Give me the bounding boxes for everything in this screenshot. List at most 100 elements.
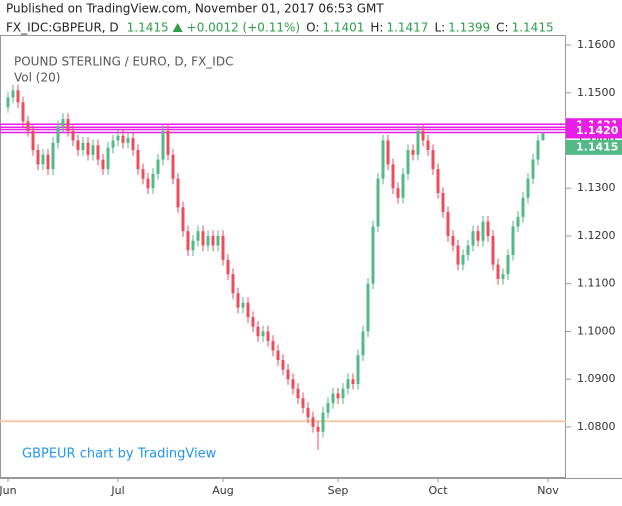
candle-body <box>246 302 250 318</box>
candle-body <box>316 426 320 432</box>
candle-body <box>36 150 40 165</box>
symbol: FX_IDC:GBPEUR, D <box>6 21 119 35</box>
candle-body <box>446 212 450 236</box>
candle-body <box>51 142 55 170</box>
candle-body <box>281 360 285 370</box>
candle-body <box>506 255 510 275</box>
candle-body <box>461 255 465 265</box>
published-note: Published on TradingView.com, November 0… <box>6 2 384 16</box>
y-tick-label: 1.0900 <box>577 372 616 385</box>
candle-body <box>296 388 300 399</box>
change: +0.0012 (+0.11%) <box>187 21 300 35</box>
candle-body <box>11 90 15 98</box>
candle-body <box>451 235 455 246</box>
candle-body <box>266 331 270 341</box>
level-label-box <box>566 123 622 139</box>
candle-body <box>486 221 490 236</box>
candle-body <box>116 135 120 141</box>
candle-body <box>81 142 85 151</box>
candle-body <box>196 231 200 241</box>
candle-body <box>201 231 205 246</box>
watermark: GBPEUR chart by TradingView <box>22 447 217 462</box>
x-tick-label: Jun <box>0 484 17 497</box>
candle-body <box>471 231 475 246</box>
candle-body <box>191 240 195 251</box>
candle-body <box>26 121 30 131</box>
ohlc-label: H: <box>370 21 383 35</box>
candle-body <box>341 388 345 399</box>
candle-body <box>481 221 485 241</box>
candle-body <box>411 150 415 155</box>
candle-body <box>141 169 145 179</box>
candle-body <box>496 264 500 279</box>
candle-body <box>66 119 70 131</box>
candle-body <box>311 417 315 427</box>
candle-body <box>301 398 305 408</box>
candle-body <box>216 235 220 246</box>
candle-body <box>476 231 480 241</box>
candle-body <box>521 197 525 217</box>
candle-body <box>501 274 505 279</box>
candle-body <box>226 259 230 275</box>
candle-body <box>121 135 125 143</box>
candle-body <box>176 178 180 208</box>
candle-body <box>426 140 430 151</box>
y-tick-label: 1.1000 <box>577 324 616 337</box>
candle-body <box>391 164 395 189</box>
y-tick-label: 1.1500 <box>577 86 616 99</box>
candle-body <box>56 126 60 143</box>
up-arrow <box>172 23 183 32</box>
candle-body <box>421 130 425 141</box>
ohlc-label: O: <box>306 21 319 35</box>
x-tick-label: Jul <box>110 484 124 497</box>
candle-body <box>16 90 20 103</box>
candle-body <box>236 293 240 308</box>
candle-body <box>361 331 365 356</box>
candle-body <box>231 274 235 294</box>
chart-title: POUND STERLING / EURO, D, FX_IDC <box>14 55 233 69</box>
candle-body <box>541 133 545 141</box>
level-label: 1.1420 <box>576 124 619 137</box>
last-price-box <box>566 139 622 155</box>
candle-body <box>526 178 530 198</box>
candle-body <box>536 140 540 160</box>
candle-body <box>21 102 25 122</box>
candle-body <box>326 403 330 413</box>
candle-body <box>261 331 265 337</box>
candle-body <box>96 145 100 160</box>
candle-body <box>131 138 135 151</box>
candle-body <box>271 340 275 351</box>
x-tick-label: Aug <box>212 484 233 497</box>
candle-body <box>376 178 380 227</box>
candle-body <box>181 207 185 232</box>
ohlc-value: 1.1417 <box>386 21 428 35</box>
candle-body <box>276 350 280 361</box>
candle-body <box>41 154 45 165</box>
y-tick-label: 1.1200 <box>577 229 616 242</box>
y-tick-label: 1.0800 <box>577 420 616 433</box>
candle-body <box>206 235 210 246</box>
candle-body <box>241 302 245 308</box>
candle-body <box>346 379 350 389</box>
candle-body <box>171 154 175 179</box>
candle-body <box>516 216 520 227</box>
candle-body <box>396 188 400 198</box>
candle-body <box>431 150 435 170</box>
candle-body <box>61 119 65 127</box>
candle-body <box>221 235 225 260</box>
ohlc-value: 1.1415 <box>512 21 554 35</box>
candle-body <box>156 159 160 174</box>
candle-body <box>146 178 150 189</box>
candle-body <box>491 235 495 265</box>
candle-body <box>386 140 390 165</box>
candle-body <box>91 145 95 155</box>
y-tick-label: 1.1100 <box>577 277 616 290</box>
candle-body <box>511 226 515 256</box>
candle-body <box>321 412 325 432</box>
ohlc-label: L: <box>434 21 445 35</box>
candle-body <box>166 130 170 155</box>
candle-body <box>136 150 140 170</box>
candle-body <box>436 169 440 194</box>
candle-body <box>101 159 105 170</box>
